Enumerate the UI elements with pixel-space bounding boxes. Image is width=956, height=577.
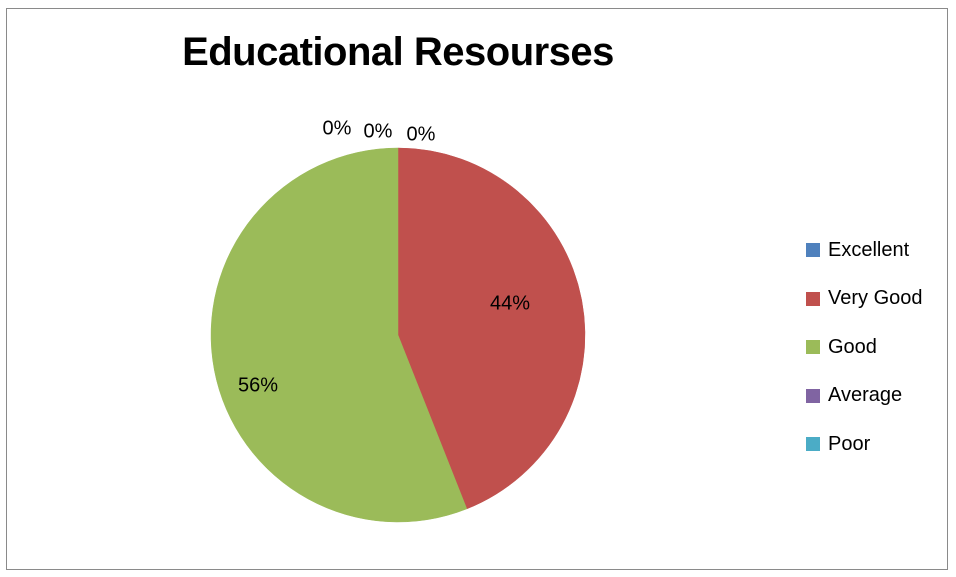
data-label-average: 0% xyxy=(364,120,393,142)
legend-label-poor: Poor xyxy=(828,432,871,455)
data-label-poor: 0% xyxy=(407,123,436,145)
legend-label-very-good: Very Good xyxy=(828,287,923,310)
chart-title: Educational Resourses xyxy=(182,30,614,74)
legend-swatch-excellent xyxy=(806,243,820,258)
legend-item-good: Good xyxy=(806,323,923,372)
legend-item-excellent: Excellent xyxy=(806,226,923,275)
data-label-good: 56% xyxy=(238,374,278,396)
legend: Excellent Very Good Good Average Poor xyxy=(806,226,923,469)
pie-slices xyxy=(210,147,586,523)
legend-label-average: Average xyxy=(828,384,903,407)
legend-swatch-poor xyxy=(806,437,820,452)
legend-item-very-good: Very Good xyxy=(806,275,923,324)
pie-data-labels: 0% 44% 56% 0% 0% xyxy=(238,117,530,396)
legend-item-poor: Poor xyxy=(806,420,923,469)
legend-label-excellent: Excellent xyxy=(828,238,910,261)
data-label-excellent: 0% xyxy=(323,117,352,139)
pie-slice-good xyxy=(210,147,468,523)
pie-slice-very-good xyxy=(397,147,586,510)
legend-swatch-very-good xyxy=(806,291,820,306)
legend-swatch-average xyxy=(806,388,820,403)
legend-label-good: Good xyxy=(828,335,877,358)
legend-item-average: Average xyxy=(806,372,923,421)
legend-swatch-good xyxy=(806,340,820,355)
data-label-very-good: 44% xyxy=(490,292,530,314)
